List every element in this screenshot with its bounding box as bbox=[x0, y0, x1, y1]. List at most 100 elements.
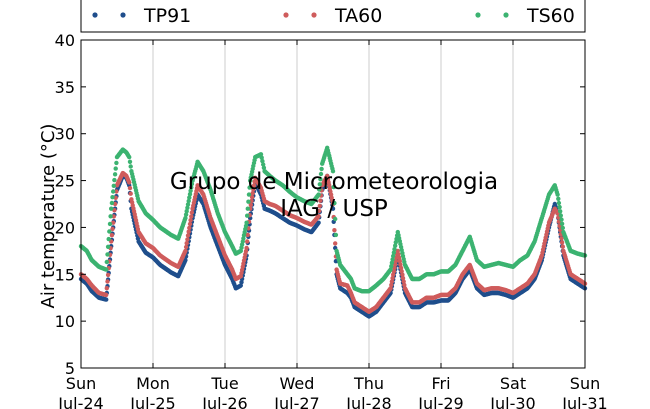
data-point bbox=[187, 225, 192, 231]
data-point bbox=[183, 212, 189, 217]
data-point bbox=[104, 267, 109, 272]
data-point bbox=[184, 209, 189, 214]
data-point bbox=[109, 200, 115, 206]
data-point bbox=[261, 165, 267, 170]
data-point bbox=[558, 209, 563, 214]
data-point bbox=[556, 196, 561, 201]
data-point bbox=[189, 214, 194, 219]
data-point bbox=[391, 272, 396, 277]
data-point bbox=[318, 171, 324, 177]
data-point bbox=[391, 269, 397, 274]
x-tick-label-date: Jul-28 bbox=[345, 394, 391, 409]
data-point bbox=[105, 272, 111, 278]
data-point bbox=[251, 187, 256, 192]
data-point bbox=[187, 221, 193, 227]
data-point bbox=[316, 214, 321, 219]
legend-box bbox=[80, 0, 586, 33]
data-point bbox=[186, 229, 191, 234]
data-point bbox=[318, 198, 323, 203]
data-point bbox=[112, 172, 118, 177]
data-point bbox=[128, 191, 133, 196]
x-tick-label-date: Jul-24 bbox=[57, 394, 103, 409]
data-point bbox=[185, 233, 191, 238]
data-point bbox=[559, 217, 564, 222]
data-point bbox=[238, 283, 243, 288]
data-point bbox=[110, 195, 115, 200]
data-point bbox=[391, 253, 396, 259]
data-point bbox=[105, 252, 110, 257]
data-point bbox=[249, 194, 255, 200]
data-point bbox=[558, 213, 563, 218]
x-tick-label-day: Fri bbox=[431, 374, 450, 393]
data-point bbox=[316, 220, 321, 225]
data-point bbox=[393, 243, 398, 248]
data-point bbox=[399, 269, 404, 274]
x-tick-label-day: Thu bbox=[353, 374, 384, 393]
y-axis: 5 10 15 20 25 30 35 40 bbox=[55, 31, 585, 378]
data-point bbox=[239, 280, 244, 285]
data-point bbox=[184, 241, 189, 246]
data-point bbox=[389, 260, 395, 265]
legend-label-ta60: TA60 bbox=[334, 5, 382, 27]
y-tick-label: 25 bbox=[55, 172, 75, 191]
y-axis-label: Air temperature (°C) bbox=[38, 124, 59, 309]
y-tick-label: 40 bbox=[55, 31, 75, 50]
y-tick-label: 5 bbox=[65, 359, 75, 378]
data-point bbox=[111, 189, 116, 194]
data-point bbox=[127, 185, 133, 191]
data-point bbox=[127, 180, 132, 185]
x-tick-label-day: Sat bbox=[500, 374, 526, 393]
y-tick-label: 30 bbox=[55, 125, 75, 144]
data-point bbox=[185, 237, 190, 242]
data-points bbox=[78, 145, 588, 319]
data-point bbox=[395, 248, 400, 254]
data-point bbox=[388, 286, 393, 291]
data-point bbox=[401, 279, 406, 284]
data-point bbox=[183, 215, 188, 221]
y-tick-label: 10 bbox=[55, 312, 75, 331]
data-point bbox=[317, 203, 322, 209]
data-point bbox=[398, 265, 404, 271]
data-point bbox=[330, 206, 336, 211]
data-point bbox=[333, 232, 339, 238]
data-point bbox=[110, 226, 115, 232]
x-tick-label-day: Wed bbox=[280, 374, 315, 393]
data-point bbox=[389, 279, 395, 284]
data-point bbox=[127, 154, 132, 160]
data-point bbox=[185, 205, 190, 210]
data-point bbox=[318, 177, 323, 182]
x-axis: SunJul-24MonJul-25TueJul-26WedJul-27ThuJ… bbox=[57, 40, 608, 409]
data-point bbox=[390, 275, 395, 281]
legend-marker-tp91 bbox=[92, 12, 98, 18]
data-point bbox=[392, 247, 397, 252]
data-point bbox=[104, 259, 110, 265]
x-tick-label-date: Jul-25 bbox=[129, 394, 175, 409]
data-point bbox=[393, 262, 398, 267]
legend-marker-ts60 bbox=[503, 12, 509, 18]
data-point bbox=[245, 206, 250, 211]
data-point bbox=[246, 192, 252, 197]
data-point bbox=[108, 214, 113, 219]
x-tick-label-day: Mon bbox=[136, 374, 170, 393]
data-point bbox=[111, 214, 117, 219]
data-point bbox=[112, 177, 117, 183]
series-ta60 bbox=[78, 170, 588, 314]
data-point bbox=[183, 248, 188, 254]
data-point bbox=[244, 245, 249, 251]
data-point bbox=[258, 152, 264, 157]
data-point bbox=[556, 200, 562, 206]
x-tick-label-day: Tue bbox=[210, 374, 238, 393]
data-point bbox=[185, 202, 191, 207]
data-point bbox=[389, 282, 394, 288]
data-point bbox=[400, 272, 405, 277]
data-point bbox=[560, 225, 565, 231]
data-point bbox=[187, 192, 193, 197]
data-point bbox=[259, 155, 264, 160]
data-point bbox=[388, 267, 393, 272]
legend-marker-ts60 bbox=[475, 12, 481, 18]
data-point bbox=[391, 250, 397, 255]
data-point bbox=[559, 240, 565, 245]
data-point bbox=[330, 169, 336, 174]
watermark-line-2: IAG / USP bbox=[280, 196, 388, 222]
